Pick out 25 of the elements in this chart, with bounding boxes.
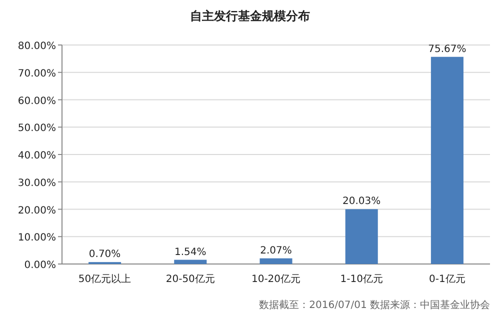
bar [430, 56, 464, 264]
y-tick-label: 0.00% [24, 260, 56, 271]
x-tick-label: 0-1亿元 [429, 274, 466, 285]
data-label: 20.03% [342, 196, 381, 208]
y-tick-label: 30.00% [18, 178, 56, 189]
text: 数据截至：2016/07/01 数据来源：中国基金业协会 [259, 299, 490, 311]
chart-title: 自主发行基金规模分布 [190, 9, 310, 23]
y-tick-label: 60.00% [18, 96, 56, 107]
y-tick-label: 20.00% [18, 205, 56, 216]
data-label: 1.54% [174, 246, 206, 258]
data-label: 2.07% [260, 245, 292, 256]
x-tick-label: 1-10亿元 [340, 274, 383, 285]
x-tick-label: 20-50亿元 [166, 274, 215, 285]
y-tick-label: 40.00% [18, 150, 56, 162]
data-label: 0.70% [88, 249, 121, 260]
data-label: 75.67% [428, 44, 466, 55]
bar [345, 209, 378, 264]
y-tick-label: 10.00% [18, 232, 56, 244]
bar [260, 258, 292, 264]
y-tick-label: 80.00% [18, 41, 56, 52]
x-tick-label: 10-20亿元 [251, 274, 301, 285]
y-tick-label: 50.00% [18, 123, 56, 134]
y-tick-label: 70.00% [18, 68, 56, 80]
bar [174, 260, 207, 264]
x-tick-label: 50亿元以上 [78, 273, 132, 285]
